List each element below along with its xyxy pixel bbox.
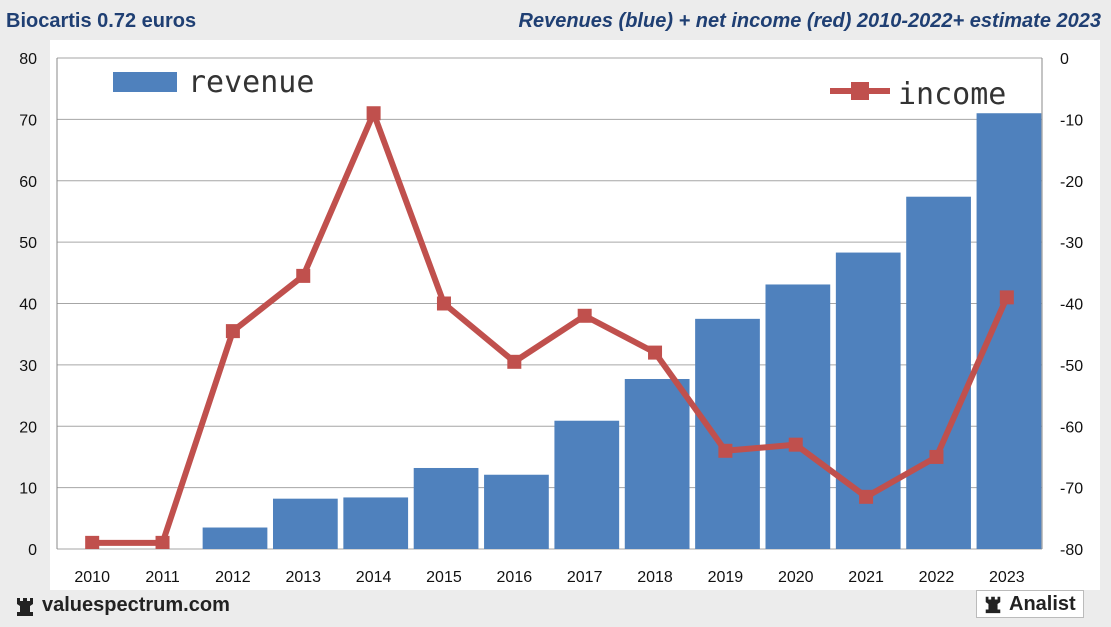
revenue-bar: [835, 252, 901, 549]
income-point: [507, 354, 522, 369]
x-tick-label: 2010: [74, 569, 110, 586]
y-left-tick-label: 30: [19, 358, 37, 375]
income-point: [85, 535, 100, 549]
chart-title-right: Revenues (blue) + net income (red) 2010-…: [518, 10, 1102, 32]
y-right-tick-label: -40: [1060, 297, 1083, 314]
y-right-tick-label: -60: [1060, 419, 1083, 436]
revenue-bar: [624, 378, 690, 549]
legend-income-label: income: [898, 77, 1006, 112]
y-left-tick-label: 50: [19, 235, 37, 252]
y-right-tick-label: -70: [1060, 481, 1083, 498]
y-left-tick-label: 10: [19, 481, 37, 498]
y-right-tick-label: -30: [1060, 235, 1083, 252]
x-tick-label: 2023: [989, 569, 1025, 586]
rook-icon: [17, 597, 33, 616]
x-tick-label: 2012: [215, 569, 251, 586]
revenue-bar: [695, 318, 760, 549]
income-point: [225, 324, 240, 339]
x-tick-label: 2021: [848, 569, 884, 586]
y-left-tick-label: 80: [19, 51, 37, 68]
income-point: [999, 290, 1014, 305]
revenue-bar: [765, 284, 831, 549]
revenue-bar: [343, 497, 409, 549]
x-tick-label: 2018: [637, 569, 673, 586]
income-point: [788, 437, 803, 452]
revenue-bar: [976, 113, 1042, 550]
revenue-bar: [272, 498, 338, 549]
x-tick-label: 2020: [778, 569, 814, 586]
x-tick-label: 2013: [285, 569, 321, 586]
revenue-bar: [906, 196, 971, 549]
y-left-tick-label: 70: [19, 112, 37, 129]
y-right-tick-label: -20: [1060, 174, 1083, 191]
y-left-tick-label: 40: [19, 297, 37, 314]
revenue-bar: [413, 467, 479, 549]
x-tick-label: 2016: [497, 569, 533, 586]
x-tick-label: 2011: [145, 569, 180, 586]
x-tick-label: 2022: [919, 569, 955, 586]
chart-title-left: Biocartis 0.72 euros: [6, 10, 197, 32]
legend-income-marker: [851, 82, 869, 100]
income-line-group: [85, 106, 1014, 549]
income-point: [577, 308, 592, 323]
x-tick-label: 2014: [356, 569, 392, 586]
revenue-bars: [202, 113, 1042, 550]
y-left-tick-label: 60: [19, 174, 37, 191]
income-point: [859, 489, 874, 504]
x-tick-label: 2015: [426, 569, 462, 586]
y-left-tick-label: 20: [19, 419, 37, 436]
footer-site: valuespectrum.com: [14, 594, 230, 617]
rook-icon: [985, 596, 1001, 614]
axes: 0 10 20 30 40 50 60 70 80 -80 -70 -60 -50 -40 -30 -20 -1…: [19, 51, 1083, 586]
legend-revenue-swatch: [113, 72, 177, 92]
x-tick-label: 2017: [567, 569, 603, 586]
income-point: [296, 268, 311, 283]
income-point: [436, 296, 451, 311]
income-point: [929, 449, 944, 464]
income-point: [648, 345, 663, 360]
y-right-tick-label: -10: [1060, 112, 1083, 129]
y-right-tick-label: -80: [1060, 542, 1083, 559]
income-line: [85, 106, 1014, 549]
revenue-bar: [484, 474, 549, 549]
y-right-tick-label: -50: [1060, 358, 1083, 375]
footer-brand-text: Analist: [1009, 592, 1076, 615]
revenue-bar: [554, 420, 620, 549]
footer-site-text: valuespectrum.com: [42, 594, 230, 616]
legend-revenue-label: revenue: [188, 65, 314, 100]
income-point: [366, 106, 381, 121]
x-tick-label: 2019: [708, 569, 744, 586]
y-left-tick-label: 0: [28, 542, 37, 559]
income-series-line: [92, 110, 1010, 546]
income-point: [155, 535, 170, 549]
y-right-tick-label: 0: [1060, 51, 1069, 68]
income-point: [718, 443, 733, 458]
revenue-bar: [202, 527, 268, 549]
legend: revenue income: [113, 65, 1006, 112]
footer-brand: Analist: [976, 590, 1084, 618]
